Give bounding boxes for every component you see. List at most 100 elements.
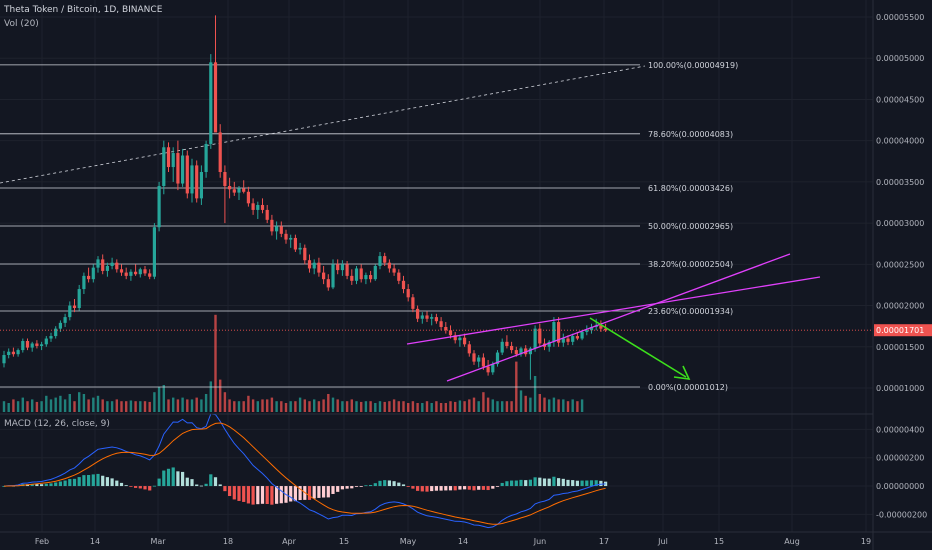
x-tick-label: 17	[599, 537, 609, 546]
volume-bar	[407, 403, 410, 412]
candle-body	[303, 247, 307, 261]
candle-body	[354, 268, 359, 281]
volume-bar	[533, 376, 537, 412]
candle-body	[392, 268, 396, 273]
candle-body	[129, 271, 133, 276]
volume-bar	[576, 401, 579, 412]
macd-histogram-bar	[209, 474, 213, 487]
macd-histogram-bar	[383, 480, 387, 487]
fib-level-label: 61.80%(0.00003426)	[648, 184, 733, 193]
candle-body	[87, 275, 91, 280]
candle-body	[72, 305, 77, 309]
candle-body	[589, 326, 594, 331]
candle-body	[21, 341, 25, 351]
candle-body	[298, 247, 302, 250]
candle-body	[105, 265, 109, 271]
volume-bar	[2, 401, 6, 412]
chart-title: Theta Token / Bitcoin, 1D, BINANCE	[4, 5, 163, 15]
y-tick-label: 0.00004000	[876, 137, 924, 146]
volume-bar	[125, 401, 128, 412]
macd-histogram-bar	[575, 480, 579, 487]
macd-histogram-bar	[270, 486, 274, 505]
y-tick-label: 0.00003500	[876, 178, 924, 187]
candle-body	[143, 269, 147, 274]
macd-histogram-bar	[279, 486, 283, 504]
macd-histogram-bar	[340, 486, 344, 490]
candle-body	[326, 279, 330, 288]
candle-body	[44, 338, 48, 345]
volume-bar	[200, 399, 203, 412]
candle-body	[322, 272, 326, 280]
candle-body	[77, 289, 81, 309]
volume-bar	[571, 399, 574, 412]
macd-histogram-bar	[538, 477, 542, 487]
candle-body	[242, 188, 246, 192]
candle-body	[500, 341, 504, 353]
macd-histogram-bar	[585, 480, 589, 487]
candle-body	[397, 272, 401, 281]
candle-body	[364, 275, 368, 280]
macd-histogram-bar	[119, 482, 124, 487]
macd-histogram-bar	[171, 467, 175, 487]
candle-body	[49, 336, 53, 339]
macd-y-tick-label: 0.00000400	[876, 425, 924, 434]
volume-bar	[26, 401, 29, 412]
macd-histogram-bar	[406, 486, 410, 487]
candle-body	[148, 273, 152, 277]
volume-bar	[129, 400, 133, 412]
candle-body	[467, 344, 471, 354]
macd-histogram-bar	[458, 486, 462, 490]
candle-body	[25, 341, 30, 348]
candle-body	[505, 341, 509, 346]
x-tick-label: Jul	[657, 537, 668, 546]
macd-histogram-bar	[345, 486, 349, 489]
macd-histogram-bar	[289, 486, 293, 502]
candle-body	[115, 262, 119, 270]
macd-histogram-bar	[448, 486, 453, 491]
volume-bar	[468, 399, 471, 412]
candle-body	[265, 209, 269, 220]
candle-body	[101, 259, 105, 271]
volume-bar	[562, 399, 565, 412]
volume-bar	[482, 392, 485, 412]
candle-body	[585, 330, 589, 332]
candle-body	[557, 322, 561, 343]
candle-body	[510, 345, 514, 351]
macd-histogram-bar	[218, 484, 222, 487]
candle-body	[171, 153, 175, 168]
volume-bar	[449, 401, 452, 412]
volume-bar	[87, 399, 90, 412]
candle-body	[209, 62, 213, 144]
volume-bar	[519, 390, 523, 412]
candle-body	[256, 204, 260, 210]
volume-bar	[35, 401, 39, 412]
x-tick-label: 14	[90, 537, 100, 546]
macd-histogram-bar	[387, 480, 391, 487]
candle-body	[16, 350, 20, 355]
x-tick-label: May	[400, 537, 417, 546]
candle-body	[2, 355, 6, 364]
x-tick-label: 15	[339, 537, 349, 546]
volume-bar	[327, 394, 330, 412]
volume-bar	[12, 399, 15, 412]
projection-arrow-line	[589, 317, 687, 378]
macd-histogram-bar	[350, 486, 354, 489]
macd-histogram-bar	[44, 483, 48, 487]
macd-histogram-bar	[463, 486, 467, 490]
macd-histogram-bar	[185, 477, 189, 487]
candle-body	[181, 155, 185, 184]
candle-body	[82, 275, 86, 290]
candle-body	[528, 348, 532, 355]
macd-histogram-bar	[129, 486, 133, 487]
macd-histogram-bar	[336, 486, 340, 492]
macd-histogram-bar	[491, 486, 495, 489]
signal-line	[3, 422, 606, 525]
candle-body	[387, 262, 391, 269]
macd-histogram-bar	[514, 480, 518, 487]
candle-body	[373, 265, 377, 280]
macd-histogram-bar	[599, 480, 603, 487]
macd-histogram-bar	[58, 481, 62, 487]
candle-body	[270, 219, 274, 232]
macd-histogram-bar	[213, 477, 218, 487]
candle-body	[472, 353, 476, 362]
